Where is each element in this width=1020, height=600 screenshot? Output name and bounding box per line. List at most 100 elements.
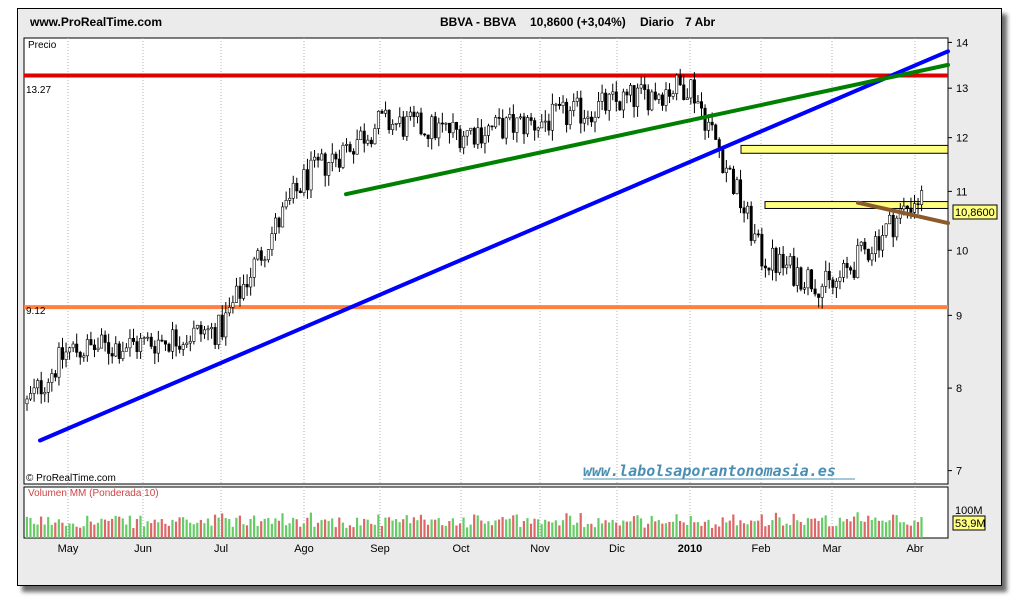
volume-bar: [654, 521, 657, 538]
candle-body: [852, 269, 856, 278]
candle-body: [746, 205, 750, 214]
candle-body: [518, 116, 522, 119]
volume-bar: [79, 527, 82, 538]
volume-bar: [288, 523, 291, 538]
volume-bar: [29, 517, 32, 538]
volume-bar: [469, 524, 472, 538]
volume-bar: [96, 522, 99, 538]
site-watermark: www.labolsaporantonomasia.es: [583, 462, 836, 480]
candle-body: [163, 340, 167, 345]
volume-bar: [789, 525, 792, 538]
volume-bar: [345, 527, 348, 538]
candle-body: [763, 265, 767, 269]
volume-bar: [554, 520, 557, 538]
volume-bar: [583, 527, 586, 538]
candle-body: [511, 114, 515, 133]
volume-bar: [238, 515, 241, 538]
candle-body: [849, 267, 853, 271]
candle-body: [153, 346, 157, 354]
candle-body: [376, 110, 380, 129]
volume-bar: [228, 519, 231, 538]
candle-body: [486, 125, 490, 136]
price-tick-label: 12: [956, 133, 968, 145]
candle-body: [465, 130, 469, 137]
candle-body: [387, 109, 391, 130]
candle-body: [46, 382, 50, 393]
candle-body: [458, 129, 462, 149]
volume-bar: [203, 523, 206, 538]
price-tick-label: 10: [956, 245, 968, 257]
volume-bar: [196, 522, 199, 538]
volume-bar: [430, 519, 433, 538]
candle-body: [863, 241, 867, 250]
volume-bar: [352, 527, 355, 538]
candle-body: [621, 91, 625, 111]
volume-bar: [785, 523, 788, 538]
volume-bar: [622, 520, 625, 538]
site-label[interactable]: www.ProRealTime.com: [30, 15, 163, 29]
candle-body: [455, 122, 459, 130]
volume-bar: [675, 514, 678, 538]
candle-body: [550, 103, 554, 131]
candle-body: [494, 117, 498, 128]
volume-bar: [284, 525, 288, 538]
candle-body: [384, 109, 388, 114]
candle-body: [795, 267, 799, 286]
volume-bar: [363, 518, 366, 538]
volume-bar: [636, 515, 639, 538]
candle-body: [348, 144, 352, 152]
candle-body: [600, 92, 604, 102]
candle-body: [756, 233, 760, 236]
volume-bar: [710, 527, 714, 538]
candle-body: [877, 236, 881, 251]
volume-bar: [529, 523, 533, 538]
candle-body: [132, 337, 136, 342]
candle-body: [444, 122, 448, 125]
volume-bar: [838, 517, 841, 538]
volume-bars-layer: [25, 512, 923, 538]
volume-bar: [700, 525, 703, 538]
volume-bar: [746, 524, 749, 538]
volume-bar: [742, 523, 746, 538]
volume-bar: [515, 514, 518, 538]
volume-bar: [448, 521, 451, 538]
volume-bar: [579, 513, 582, 538]
volume-bar: [242, 524, 245, 538]
volume-bar: [153, 519, 156, 538]
candle-body: [149, 336, 153, 347]
candle-body: [316, 156, 320, 161]
volume-bar: [597, 518, 600, 538]
candle-body: [242, 283, 246, 299]
price-panel[interactable]: [23, 37, 949, 485]
date-label: 7 Abr: [685, 15, 716, 29]
candle-body: [675, 74, 679, 94]
candle-body: [565, 101, 569, 125]
candle-body: [707, 121, 711, 131]
candle-body: [426, 134, 430, 140]
volume-bar: [849, 521, 852, 538]
candle-body: [685, 97, 689, 100]
candle-body: [582, 118, 586, 124]
month-tick-label: Nov: [530, 543, 550, 555]
volume-bar: [821, 517, 824, 538]
volume-bar: [753, 521, 756, 538]
candle-body: [203, 329, 207, 335]
volume-bar: [444, 525, 447, 538]
volume-bar: [235, 517, 238, 538]
volume-bar: [806, 518, 809, 538]
volume-bar: [224, 518, 227, 538]
candle-body: [653, 91, 657, 100]
candle-body: [643, 84, 647, 90]
volume-bar: [671, 521, 675, 538]
candle-body: [167, 343, 171, 352]
volume-bar: [36, 524, 39, 538]
volume-bar: [728, 520, 731, 538]
month-tick-label: Dic: [609, 543, 625, 555]
volume-bar: [725, 522, 728, 538]
candle-body: [100, 334, 104, 349]
candle-body: [313, 156, 317, 161]
volume-bar: [387, 517, 391, 538]
candle-body: [607, 93, 611, 111]
price-badge-text: 10,8600: [955, 207, 995, 219]
